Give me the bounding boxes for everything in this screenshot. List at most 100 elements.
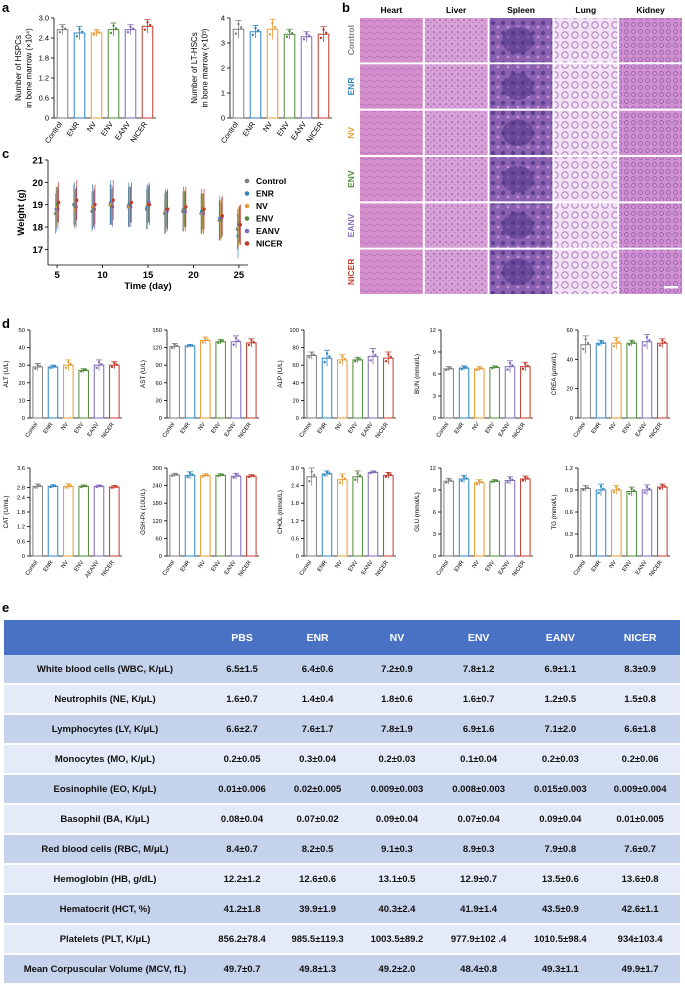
point-eanv [56,207,60,211]
point-nicer [184,205,188,209]
bar-control [232,28,245,119]
table-cell: 934±103.4 [600,924,680,955]
data-point [175,344,179,348]
histology-image-enr-lung [554,64,618,109]
data-point [51,484,55,487]
table-cell: 13.6±0.8 [600,864,680,895]
x-tick-label: ENV [622,560,634,573]
y-tick-label: 9 [433,488,436,494]
data-point [322,28,325,31]
row-label-enr: ENR [346,78,356,96]
table-cell: 1010.5±98.4 [520,924,601,955]
table-cell: 12.2±1.2 [206,864,279,895]
data-point [252,474,255,478]
data-point [84,484,88,488]
data-point [308,356,311,359]
table-cell: 49.7±0.7 [206,954,279,985]
y-tick-label: 0 [45,114,49,123]
bar-nicer [109,486,120,557]
y-axis-label: in bone marrow (×10³) [200,28,209,107]
x-tick-label: ENV [485,560,497,573]
bar-contol [32,485,43,557]
y-tick-label: 60 [567,328,573,334]
table-row: Mean Corpuscular Volume (MCV, fL) 49.7±0.… [4,954,680,985]
y-tick-label: 21 [32,156,43,167]
legend-marker-eanv [244,228,250,234]
y-tick-label: 20 [293,398,299,404]
table-cell: 1.8±0.6 [357,684,437,715]
table-row-label: Lymphocytes (LY, K/μL) [4,714,206,745]
data-point [599,340,603,343]
data-point [64,486,68,489]
table-header-eanv: EANV [520,620,601,655]
point-nicer [93,202,97,207]
data-point [49,485,52,489]
point-nicer [220,214,224,218]
bar-nicer [383,474,394,557]
data-point [234,473,238,476]
data-point [307,34,311,37]
data-point [75,35,79,38]
data-point [288,30,291,33]
y-tick-label: 3.0 [39,14,49,23]
histology-image-nicer-lung [554,249,618,294]
table-cell: 977.9±102 .4 [436,924,521,955]
histology-image-enr-liver [424,64,488,109]
legend-marker-control [244,178,250,184]
data-point [247,475,251,479]
histology-image-eanv-lung [554,203,618,248]
data-point [338,481,342,484]
bar-contol [580,344,591,419]
table-row-label: Red blood cells (RBC, M/μL) [4,834,206,865]
bar-enr [595,342,607,419]
table-cell: 0.02±0.005 [278,774,358,805]
bar-env [215,474,226,557]
bar-nv [337,479,348,557]
y-axis-label: CHOL (mmol/L) [277,490,284,534]
table-cell: 0.015±0.003 [520,774,601,805]
data-point [80,370,83,373]
x-tick-label: ENV [74,422,86,435]
data-point [323,474,326,477]
bar-contol [580,488,591,557]
data-point [34,486,37,489]
bar-eanv [504,479,516,557]
table-header-enr: ENR [278,620,358,655]
data-point [271,22,274,25]
x-tick-label: NICER [101,560,116,578]
data-point [506,368,509,371]
y-tick-label: 2.8 [17,486,25,492]
data-point [173,343,176,346]
table-cell: 49.3±1.1 [520,954,601,985]
bar-env [215,341,226,419]
data-point [356,472,359,475]
y-tick-label: 20 [32,178,43,189]
x-tick-label: Contol [162,560,177,577]
histology-image-nv-heart [360,110,423,155]
bar-eanv [300,36,313,119]
data-point [630,487,633,491]
bar-nicer [657,486,668,557]
data-point [36,483,39,487]
y-tick-label: 1.8 [39,54,49,63]
data-point [612,491,616,494]
spleen-white-pulp [502,73,534,100]
column-label-lung: Lung [575,5,596,15]
y-tick-label: 30 [19,363,25,369]
table-cell: 0.07±0.02 [278,804,358,835]
bar-nv [63,364,74,419]
table-cell: 856.2±78.4 [206,924,279,955]
bar-eanv [124,29,137,119]
chart-alt: 0 10 20 30 40 50 Contol ENR NV ENV EANV NICER ALT (U… [3,328,122,440]
x-tick-label: ENV [211,560,223,573]
y-axis-label: Weight (g) [16,189,27,235]
table-cell: 6.6±1.8 [600,714,680,745]
table-cell: 7.8±1.9 [357,714,437,745]
histology-image-env-liver [424,157,488,202]
data-point [387,353,390,356]
x-tick-label: Contol [25,560,40,577]
x-tick-label: ENR [317,560,329,573]
bar-enr [321,357,333,419]
histology-image-env-kidney [619,157,682,202]
y-axis-label: CREA (μmol/L) [551,353,558,395]
